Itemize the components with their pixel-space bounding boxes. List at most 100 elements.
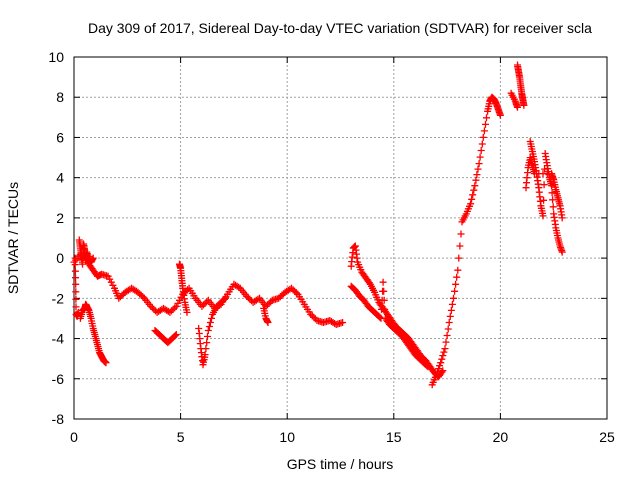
data-point <box>235 283 243 291</box>
data-point <box>468 195 476 203</box>
data-point <box>310 313 318 321</box>
data-point <box>278 291 286 299</box>
data-point <box>184 286 191 294</box>
y-tick-label: -2 <box>52 290 65 306</box>
data-point <box>424 363 432 371</box>
data-point <box>72 288 80 296</box>
data-point <box>451 287 459 295</box>
data-point <box>477 147 485 154</box>
data-point <box>444 325 452 333</box>
data-point <box>292 289 300 297</box>
plot-frame <box>73 56 608 420</box>
data-point <box>176 296 183 304</box>
data-point <box>139 293 147 301</box>
data-point <box>478 140 486 148</box>
data-point <box>432 371 440 379</box>
data-point <box>549 203 557 211</box>
data-point <box>472 176 480 184</box>
data-point <box>71 261 79 269</box>
data-point <box>307 310 315 318</box>
data-point <box>540 196 548 204</box>
x-tick-label: 0 <box>70 429 78 445</box>
data-point <box>276 293 284 301</box>
data-point <box>246 295 254 303</box>
data-point <box>443 332 451 339</box>
data-point <box>72 295 80 303</box>
data-point <box>470 186 478 194</box>
data-point <box>376 313 384 321</box>
data-point <box>206 319 214 326</box>
data-point <box>437 359 445 367</box>
y-tick-label: 6 <box>56 129 64 145</box>
data-point <box>439 367 447 375</box>
data-point <box>244 294 252 302</box>
data-point <box>202 345 210 353</box>
data-point <box>473 171 481 179</box>
data-point <box>308 312 316 320</box>
data-point <box>540 181 548 189</box>
x-tick-label: 20 <box>493 429 509 445</box>
chart-title: Day 309 of 2017, Sidereal Day-to-day VTE… <box>88 20 592 36</box>
data-point <box>208 314 215 322</box>
data-point <box>116 293 124 301</box>
data-point <box>455 254 463 262</box>
data-point <box>447 306 455 314</box>
y-tick-label: 2 <box>56 210 64 226</box>
data-point <box>475 160 483 168</box>
data-point <box>549 196 557 204</box>
data-point <box>380 287 388 295</box>
y-tick-label: 10 <box>48 49 64 65</box>
data-point <box>168 307 175 315</box>
grid <box>74 57 607 419</box>
data-point <box>264 319 272 326</box>
x-tick-label: 5 <box>177 429 185 445</box>
data-point <box>471 182 479 190</box>
data-point <box>441 345 449 353</box>
data-point <box>469 191 477 199</box>
data-point <box>291 287 299 295</box>
data-point <box>288 284 295 292</box>
x-axis-label: GPS time / hours <box>287 456 394 472</box>
data-point <box>204 327 212 334</box>
data-point <box>339 319 347 326</box>
data-point <box>134 288 142 296</box>
data-point <box>220 295 228 303</box>
ticks: 0 5 10 15 20 25 -8 -6 -4 -2 0 2 4 6 8 10 <box>48 49 615 445</box>
data-point <box>448 300 456 308</box>
data-point <box>201 299 209 307</box>
data-point <box>200 301 207 309</box>
data-point <box>166 308 174 316</box>
data-point <box>539 212 547 220</box>
data-point <box>203 339 211 347</box>
data-point <box>480 127 488 135</box>
points <box>70 61 566 389</box>
data-point <box>453 273 461 281</box>
data-point <box>172 302 180 310</box>
data-point <box>467 200 475 208</box>
data-point <box>454 266 462 274</box>
y-axis-label: SDTVAR / TECUs <box>5 182 21 294</box>
data-point <box>439 352 447 360</box>
data-point <box>446 312 454 320</box>
data-point <box>434 368 441 376</box>
data-point <box>198 302 206 310</box>
data-point <box>74 308 82 316</box>
data-point <box>436 362 444 370</box>
data-point <box>456 242 464 250</box>
data-point <box>476 153 484 161</box>
data-point <box>221 294 229 302</box>
y-tick-label: 0 <box>56 250 64 266</box>
data-point <box>496 111 504 119</box>
data-point <box>254 295 262 303</box>
data-point <box>104 272 112 280</box>
data-point <box>438 355 446 363</box>
data-point <box>72 280 80 288</box>
data-point <box>264 301 271 309</box>
data-point <box>457 230 465 238</box>
data-point <box>183 308 191 316</box>
data-point <box>205 323 213 330</box>
data-point <box>148 304 156 312</box>
data-point <box>479 133 487 141</box>
x-tick-label: 10 <box>279 429 295 445</box>
data-point <box>72 303 80 311</box>
